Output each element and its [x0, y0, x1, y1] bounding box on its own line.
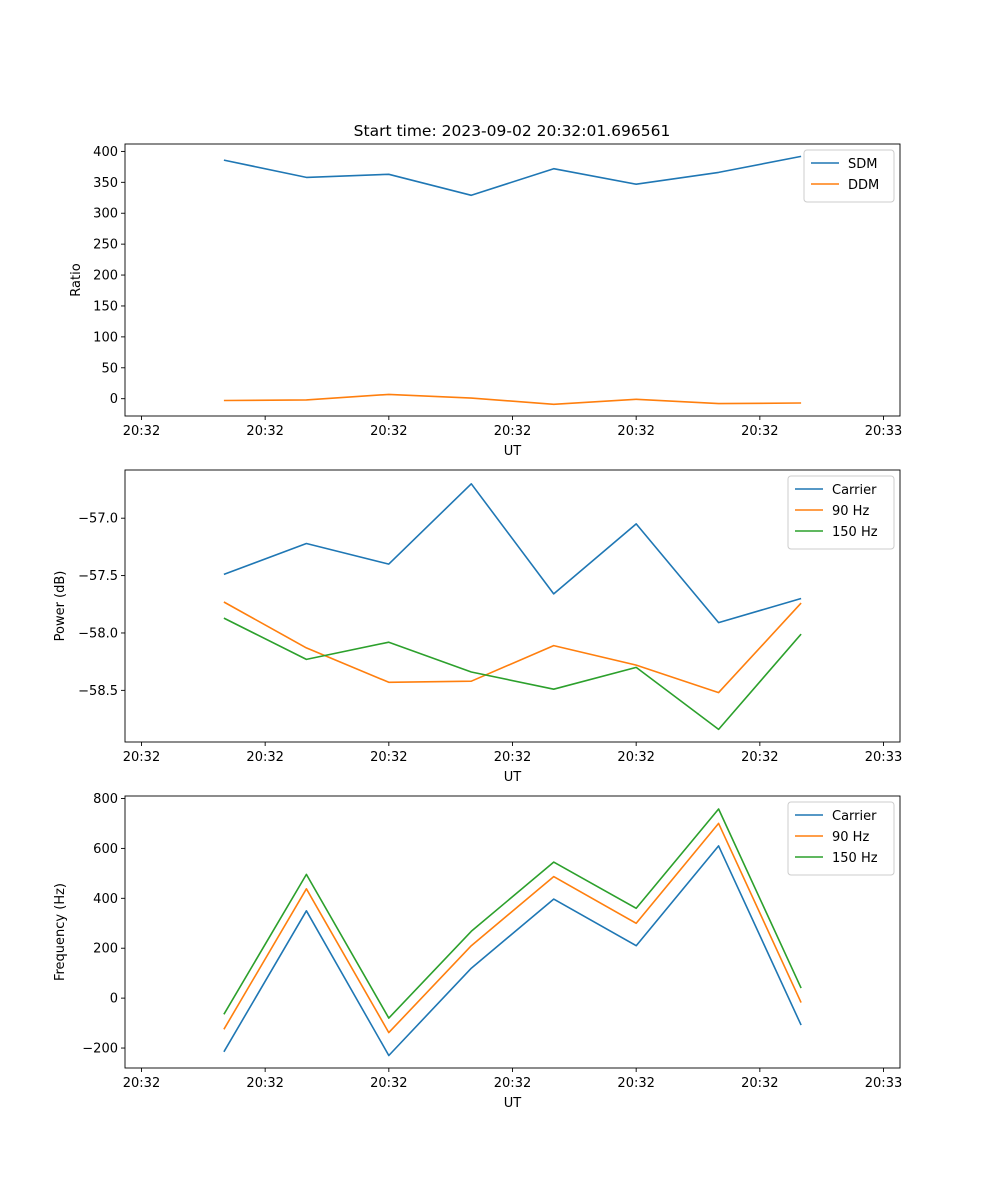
power-x-tick-label: 20:32	[494, 750, 531, 765]
power-legend: Carrier 90 Hz 150 Hz	[787, 475, 895, 550]
frequency-legend-label-90-hz: 90 Hz	[832, 830, 869, 845]
frequency-y-tick-label: 0	[110, 992, 118, 1007]
power-legend-label-90-hz: 90 Hz	[832, 504, 869, 519]
frequency-series-90-hz-line	[223, 822, 802, 1034]
frequency-x-tick-label: 20:32	[123, 1076, 160, 1091]
frequency-y-tick-label: 400	[93, 892, 118, 907]
frequency-x-tick-label: 20:32	[370, 1076, 407, 1091]
ratio-y-tick-label: 250	[93, 238, 118, 253]
frequency-legend: Carrier 90 Hz 150 Hz	[787, 801, 895, 876]
ratio-legend-label-sdm: SDM	[848, 157, 877, 172]
power-x-tick-label: 20:32	[246, 750, 283, 765]
ratio-y-tick-label: 300	[93, 207, 118, 222]
ratio-x-tick-label: 20:32	[741, 424, 778, 439]
ratio-y-tick-label: 400	[93, 145, 118, 160]
ratio-axes-frame	[124, 143, 901, 417]
frequency-legend-label-carrier: Carrier	[832, 809, 877, 824]
frequency-series-150-hz-line	[223, 808, 802, 1019]
power-x-tick-label: 20:32	[617, 750, 654, 765]
ratio-y-tick-label: 200	[93, 269, 118, 284]
frequency-x-tick-label: 20:32	[741, 1076, 778, 1091]
ratio-panel: 20:32 20:32 20:32 20:32 20:32 20:32 20:33 0 50 10…	[69, 143, 902, 459]
ratio-y-tick-label: 150	[93, 299, 118, 314]
power-x-tick-label: 20:32	[123, 750, 160, 765]
frequency-x-tick-label: 20:32	[494, 1076, 531, 1091]
ratio-x-tick-label: 20:32	[494, 424, 531, 439]
power-x-axis-label: UT	[504, 770, 522, 785]
frequency-y-tick-label: −200	[82, 1042, 118, 1057]
power-x-tick-label: 20:33	[865, 750, 902, 765]
frequency-series-carrier-line	[223, 845, 802, 1057]
power-x-tick-label: 20:32	[741, 750, 778, 765]
power-x-tick-label: 20:32	[370, 750, 407, 765]
ratio-x-tick-label: 20:32	[617, 424, 654, 439]
ratio-y-tick-label: 100	[93, 330, 118, 345]
power-axes-frame	[124, 469, 901, 743]
panels-group: 20:32 20:32 20:32 20:32 20:32 20:32 20:33 0 50 10…	[53, 143, 902, 1111]
ratio-x-tick-label: 20:32	[246, 424, 283, 439]
frequency-x-tick-label: 20:32	[246, 1076, 283, 1091]
power-legend-label-150-hz: 150 Hz	[832, 525, 878, 540]
frequency-y-tick-label: 800	[93, 792, 118, 807]
frequency-legend-label-150-hz: 150 Hz	[832, 851, 878, 866]
power-series-90-hz-line	[223, 601, 802, 694]
ratio-y-tick-label: 0	[110, 392, 118, 407]
frequency-y-tick-label: 600	[93, 842, 118, 857]
power-series-carrier-line	[223, 482, 802, 624]
power-y-axis-label: Power (dB)	[53, 571, 68, 642]
ratio-legend-label-ddm: DDM	[848, 178, 879, 193]
ratio-x-tick-label: 20:32	[123, 424, 160, 439]
frequency-x-tick-label: 20:32	[617, 1076, 654, 1091]
power-y-tick-label: −58.5	[78, 684, 118, 699]
ratio-x-tick-label: 20:33	[865, 424, 902, 439]
frequency-x-axis-label: UT	[504, 1096, 522, 1111]
ratio-y-tick-label: 50	[101, 361, 118, 376]
ratio-series-sdm-line	[223, 155, 802, 197]
power-series-150-hz-line	[223, 617, 802, 731]
frequency-panel: 20:32 20:32 20:32 20:32 20:32 20:32 20:33 −200 0…	[53, 792, 902, 1111]
frequency-y-tick-label: 200	[93, 942, 118, 957]
ratio-y-tick-label: 350	[93, 176, 118, 191]
power-y-tick-label: −57.5	[78, 569, 118, 584]
frequency-x-tick-label: 20:33	[865, 1076, 902, 1091]
ratio-series-ddm-line	[223, 393, 802, 406]
ratio-x-tick-label: 20:32	[370, 424, 407, 439]
frequency-y-axis-label: Frequency (Hz)	[53, 883, 68, 981]
ratio-legend: SDM DDM	[803, 149, 895, 203]
figure-title: Start time: 2023-09-02 20:32:01.696561	[354, 122, 671, 140]
power-panel: 20:32 20:32 20:32 20:32 20:32 20:32 20:33 −57.0…	[53, 469, 902, 785]
frequency-axes-frame	[124, 795, 901, 1069]
power-legend-label-carrier: Carrier	[832, 483, 877, 498]
ratio-y-axis-label: Ratio	[69, 263, 84, 296]
ratio-x-axis-label: UT	[504, 444, 522, 459]
power-y-tick-label: −58.0	[78, 626, 118, 641]
power-y-tick-label: −57.0	[78, 512, 118, 527]
